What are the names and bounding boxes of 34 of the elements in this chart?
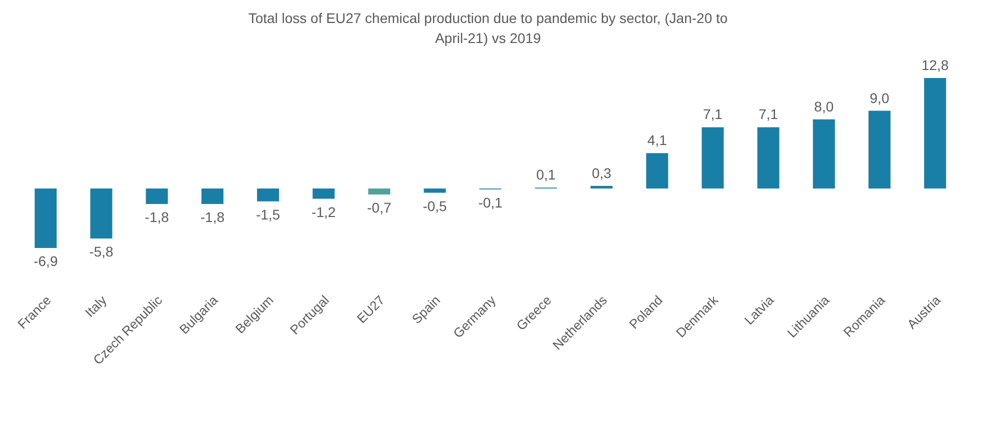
data-label: 12,8 (921, 57, 949, 73)
data-label: 0,3 (592, 164, 612, 181)
data-label: -1,8 (200, 208, 225, 225)
bar (90, 188, 112, 239)
data-label: -0,1 (478, 194, 503, 210)
data-label: 0,1 (536, 166, 556, 183)
data-label: -1,8 (144, 208, 170, 225)
data-label: 9,0 (870, 90, 890, 106)
data-label: 8,0 (814, 98, 834, 114)
bar (868, 110, 890, 188)
bar (757, 127, 780, 188)
data-label: -1,2 (312, 204, 336, 220)
bar (924, 78, 946, 188)
bar (646, 153, 668, 188)
bar (34, 188, 57, 248)
data-label: 7,1 (703, 106, 723, 122)
data-label: -5,8 (89, 244, 114, 260)
bar (257, 188, 280, 202)
data-label: -6,9 (34, 253, 58, 269)
bar (702, 127, 724, 188)
data-label: -0,5 (422, 198, 448, 214)
data-label: -0,7 (367, 199, 392, 216)
bar (146, 188, 168, 204)
data-label: -1,5 (256, 206, 280, 222)
bar (312, 188, 335, 199)
chart-title: Total loss of EU27 chemical production due to pandemic by sector, (Jan-20 to April-21) vs 2019 (247, 9, 729, 48)
bar (590, 186, 613, 188)
bar (424, 188, 446, 193)
bar (368, 188, 390, 194)
data-label: 4,1 (647, 132, 668, 148)
data-label: 7,1 (758, 106, 778, 122)
x-tick-label: Italy (82, 292, 110, 320)
bar (812, 119, 835, 188)
bar (201, 188, 224, 204)
